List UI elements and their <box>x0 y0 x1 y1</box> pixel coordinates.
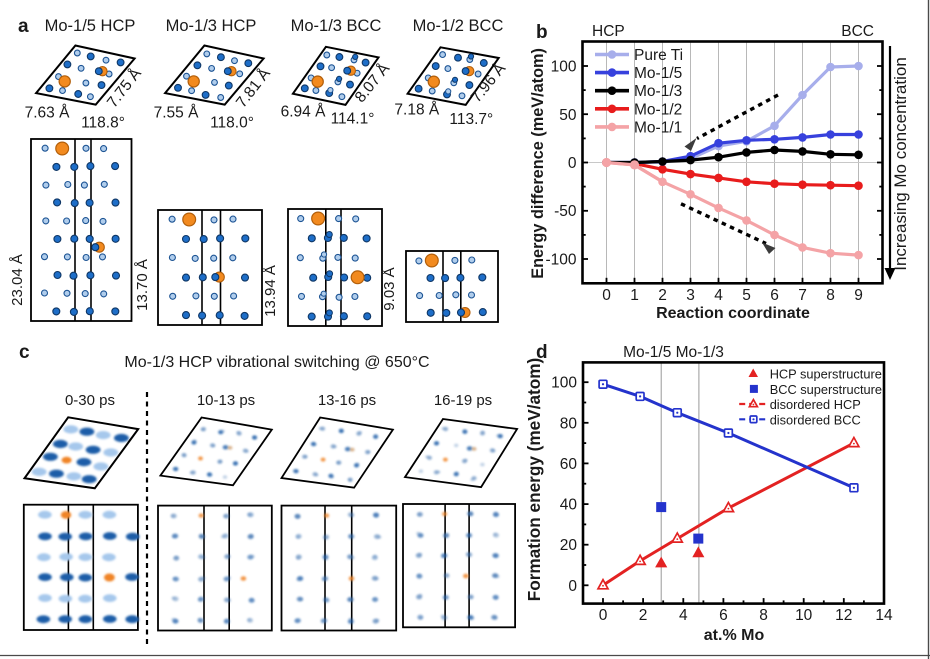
svg-text:60: 60 <box>560 456 578 473</box>
svg-text:2: 2 <box>639 607 648 624</box>
svg-text:9: 9 <box>854 287 863 304</box>
svg-text:HCP superstructure: HCP superstructure <box>770 367 882 382</box>
svg-text:-100: -100 <box>545 252 576 269</box>
svg-text:6: 6 <box>719 607 728 624</box>
svg-text:HCP: HCP <box>592 23 625 40</box>
svg-text:Mo-1/3: Mo-1/3 <box>634 83 682 100</box>
svg-text:Reaction coordinate: Reaction coordinate <box>656 305 810 322</box>
svg-text:13.94 Å: 13.94 Å <box>262 265 279 317</box>
svg-text:100: 100 <box>551 59 577 76</box>
svg-text:Mo-1/3 BCC: Mo-1/3 BCC <box>291 17 382 35</box>
svg-text:8: 8 <box>826 287 835 304</box>
svg-text:Mo-1/5: Mo-1/5 <box>634 65 682 82</box>
svg-text:7.18 Å: 7.18 Å <box>394 102 439 119</box>
svg-text:20: 20 <box>560 537 578 554</box>
svg-text:4: 4 <box>679 607 688 624</box>
svg-text:10: 10 <box>795 607 813 624</box>
svg-text:-50: -50 <box>554 203 577 220</box>
svg-text:50: 50 <box>559 107 577 124</box>
svg-text:13.70 Å: 13.70 Å <box>134 259 151 311</box>
svg-text:9.03 Å: 9.03 Å <box>381 267 398 310</box>
svg-text:7.63 Å: 7.63 Å <box>25 105 70 122</box>
svg-text:disordered BCC: disordered BCC <box>770 412 861 427</box>
svg-text:6: 6 <box>770 287 779 304</box>
svg-text:118.8°: 118.8° <box>81 115 125 132</box>
svg-text:0: 0 <box>599 607 608 624</box>
svg-text:7: 7 <box>798 287 807 304</box>
svg-text:BCC superstructure: BCC superstructure <box>770 382 882 397</box>
svg-text:0-30 ps: 0-30 ps <box>65 392 115 409</box>
svg-text:16-19 ps: 16-19 ps <box>434 392 492 409</box>
svg-text:1: 1 <box>630 287 639 304</box>
svg-text:Mo-1/5 Mo-1/3: Mo-1/5 Mo-1/3 <box>623 344 724 361</box>
svg-text:12: 12 <box>835 607 852 624</box>
svg-text:at.% Mo: at.% Mo <box>704 627 765 644</box>
svg-text:BCC: BCC <box>841 23 874 40</box>
svg-text:80: 80 <box>560 415 578 432</box>
svg-text:100: 100 <box>551 375 577 392</box>
svg-text:13-16 ps: 13-16 ps <box>318 392 376 409</box>
svg-text:Mo-1/1: Mo-1/1 <box>634 119 682 136</box>
svg-text:2: 2 <box>658 287 667 304</box>
svg-text:0: 0 <box>568 578 577 595</box>
svg-text:114.1°: 114.1° <box>331 111 375 128</box>
svg-text:113.7°: 113.7° <box>449 111 493 128</box>
svg-text:3: 3 <box>686 287 695 304</box>
svg-text:c: c <box>19 342 30 363</box>
svg-text:Pure Ti: Pure Ti <box>634 47 683 64</box>
svg-text:a: a <box>18 16 29 37</box>
svg-text:Energy difference (meV/atom): Energy difference (meV/atom) <box>529 48 547 279</box>
svg-text:Mo-1/3 HCP vibrational switchi: Mo-1/3 HCP vibrational switching @ 650°C <box>124 354 429 371</box>
svg-text:disordered HCP: disordered HCP <box>770 397 861 412</box>
svg-text:10-13 ps: 10-13 ps <box>197 392 255 409</box>
svg-text:4: 4 <box>714 287 723 304</box>
svg-text:Formation energy (meV/atom): Formation energy (meV/atom) <box>524 358 544 602</box>
svg-text:b: b <box>536 22 548 43</box>
svg-text:118.0°: 118.0° <box>210 115 254 132</box>
svg-text:0: 0 <box>568 155 577 172</box>
svg-text:5: 5 <box>742 287 751 304</box>
svg-text:6.94 Å: 6.94 Å <box>281 104 326 121</box>
svg-text:Increasing Mo concentration: Increasing Mo concentration <box>891 57 910 271</box>
svg-text:Mo-1/3 HCP: Mo-1/3 HCP <box>166 17 257 35</box>
svg-text:14: 14 <box>875 607 893 624</box>
svg-text:7.55 Å: 7.55 Å <box>154 105 199 122</box>
svg-text:Mo-1/2 BCC: Mo-1/2 BCC <box>413 17 504 35</box>
svg-text:Mo-1/2: Mo-1/2 <box>634 101 682 118</box>
svg-text:Mo-1/5 HCP: Mo-1/5 HCP <box>45 17 136 35</box>
svg-text:23.04 Å: 23.04 Å <box>9 254 26 306</box>
svg-text:8: 8 <box>759 607 768 624</box>
svg-text:0: 0 <box>602 287 611 304</box>
svg-text:40: 40 <box>560 497 578 514</box>
svg-text:d: d <box>536 342 548 363</box>
